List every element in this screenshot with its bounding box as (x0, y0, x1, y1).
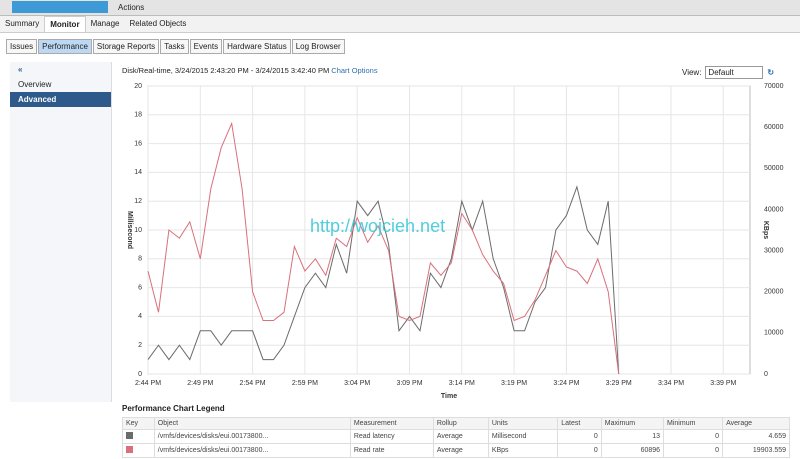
y2-tick-label: 20000 (764, 289, 784, 296)
x-tick-label: 2:49 PM (187, 380, 213, 387)
y-tick-label: 6 (138, 284, 142, 291)
sidebar: «Overview Advanced (10, 62, 112, 402)
chart-header: Disk/Real-time, 3/24/2015 2:43:20 PM - 3… (122, 66, 378, 75)
cell: KBps (487, 443, 559, 458)
column-header: Measurement (349, 417, 434, 430)
x-axis-label: Time (441, 393, 457, 400)
subtab[interactable]: Tasks (160, 39, 189, 54)
y2-tick-label: 70000 (764, 83, 784, 90)
y-tick-label: 4 (138, 313, 142, 320)
y2-tick-label: 60000 (764, 124, 784, 131)
column-header: Rollup (432, 417, 489, 430)
subtab[interactable]: Log Browser (291, 39, 345, 54)
y2-axis-label: KBps (762, 221, 769, 239)
y-tick-label: 8 (138, 256, 142, 263)
data-line (147, 121, 620, 375)
key-cell (122, 429, 155, 444)
nav-item[interactable]: Advanced (10, 92, 111, 107)
y-tick-label: 16 (134, 140, 142, 147)
cell: 13 (600, 429, 665, 444)
column-header: Average (722, 417, 790, 430)
tab[interactable]: Related Objects (129, 19, 187, 28)
column-header: Latest (557, 417, 602, 430)
actions-menu[interactable]: Actions (118, 3, 145, 12)
chart-options-link[interactable]: Chart Options (331, 66, 378, 75)
y-tick-label: 14 (134, 169, 142, 176)
column-header: Object (153, 417, 351, 430)
cell: Read rate (349, 443, 434, 458)
chart: 0 2 4 6 8 10 12 14 16 18 20 0 10000 20000 30000 40000 50… (126, 83, 784, 400)
x-tick-label: 3:14 PM (449, 380, 475, 387)
cell: Average (432, 443, 489, 458)
tabs: Summary Monitor Manage Related Objects (0, 16, 800, 33)
tab[interactable]: Monitor (44, 16, 86, 32)
cell: /vmfs/devices/disks/eui.00173800... (153, 429, 351, 444)
subtab[interactable]: Events (189, 39, 223, 54)
cell: 0 (663, 429, 724, 444)
legend-swatch (126, 432, 133, 439)
nav-item[interactable]: Overview (18, 80, 52, 89)
cell: 4.659 (722, 429, 790, 444)
y-tick-label: 2 (138, 342, 142, 349)
y2-tick-label: 0 (764, 371, 768, 378)
cell: Millisecond (487, 429, 559, 444)
refresh[interactable]: ↻ (767, 68, 775, 77)
y2-tick-label: 30000 (764, 247, 784, 254)
x-tick-label: 3:34 PM (658, 380, 684, 387)
legend-table: Key Object Measurement Rollup Units Latest Max… (122, 417, 790, 458)
subtab[interactable]: Hardware Status (223, 39, 291, 54)
x-tick-label: 2:59 PM (292, 380, 318, 387)
legend-swatch (126, 446, 133, 453)
cell: 0 (557, 429, 602, 444)
legend-title: Performance Chart Legend (122, 404, 225, 413)
subtabs: Issues Performance Storage Reports Tasks Eve… (6, 39, 346, 54)
view-control: View: Default ↻ (682, 66, 774, 79)
cell: 0 (663, 443, 724, 458)
subtab[interactable]: Storage Reports (92, 39, 160, 54)
data-line (147, 185, 620, 375)
cell: 19903.559 (722, 443, 790, 458)
x-tick-label: 3:29 PM (606, 380, 632, 387)
tab[interactable]: Manage (90, 19, 120, 28)
view-label: View: (682, 68, 702, 77)
x-tick-label: 2:54 PM (240, 380, 266, 387)
y2-tick-label: 10000 (764, 330, 784, 337)
y-tick-label: 20 (134, 83, 142, 90)
cell: 0 (557, 443, 602, 458)
legend-row: /vmfs/devices/disks/eui.00173800... Read … (122, 429, 790, 444)
y2-tick-label: 40000 (764, 206, 784, 213)
y-tick-label: 12 (134, 198, 142, 205)
column-header: Minimum (663, 417, 724, 430)
key-cell (122, 443, 155, 458)
chart-title: Disk/Real-time, 3/24/2015 2:43:20 PM - 3… (122, 66, 330, 75)
x-tick-label: 3:24 PM (553, 380, 579, 387)
column-header: Units (487, 417, 559, 430)
x-tick-label: 3:39 PM (710, 380, 736, 387)
view-select[interactable]: Default (705, 66, 764, 79)
y-tick-label: 0 (138, 371, 142, 378)
x-tick-label: 3:09 PM (396, 380, 422, 387)
y-tick-label: 18 (134, 112, 142, 119)
x-tick-label: 3:19 PM (501, 380, 527, 387)
subtab[interactable]: Performance (38, 39, 92, 54)
watermark: http://wojcieh.net (310, 216, 446, 236)
column-header: Maximum (600, 417, 665, 430)
subtab[interactable]: Issues (6, 39, 38, 54)
cell: 60896 (600, 443, 665, 458)
y-tick-label: 10 (134, 227, 142, 234)
column-header: Key (122, 417, 155, 430)
x-tick-label: 2:44 PM (135, 380, 161, 387)
y-axis-label: Millisecond (126, 211, 133, 249)
top-bar: Actions (0, 0, 800, 16)
cell: /vmfs/devices/disks/eui.00173800... (153, 443, 351, 458)
tab[interactable]: Summary (5, 19, 40, 28)
cell: Average (432, 429, 489, 444)
cell: Read latency (349, 429, 434, 444)
x-tick-label: 3:04 PM (344, 380, 370, 387)
y2-tick-label: 50000 (764, 165, 784, 172)
legend-row: /vmfs/devices/disks/eui.00173800... Read … (122, 443, 790, 458)
